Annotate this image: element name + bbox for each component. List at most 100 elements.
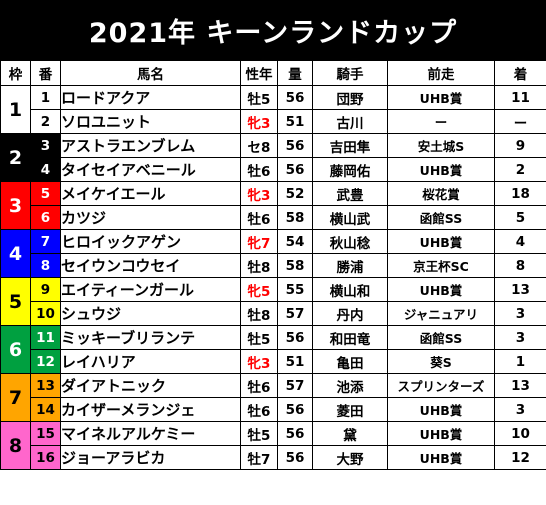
jockey-name: 吉田隼	[312, 133, 388, 158]
sex-age: 牡5	[240, 421, 278, 446]
table-row: 6 カツジ 牡6 58 横山武 函館SS 5	[1, 205, 546, 230]
horse-number: 8	[30, 253, 61, 278]
horse-name: レイハリア	[60, 349, 241, 374]
entry-table: 枠 番 馬名 性年 量 騎手 前走 着 1 1 ロードアクア 牡5 56 団野 UHB賞 11…	[0, 60, 546, 470]
jockey-name: 池添	[312, 373, 388, 398]
jockey-name: 亀田	[312, 349, 388, 374]
table-row: 10 シュウジ 牡8 57 丹内 ジャニュアリ 3	[1, 301, 546, 326]
previous-race: UHB賞	[387, 397, 495, 422]
table-row: 4 タイセイアベニール 牡6 56 藤岡佑 UHB賞 2	[1, 157, 546, 182]
waku-cell: 7	[0, 373, 31, 422]
jockey-name: 武豊	[312, 181, 388, 206]
sex-age: 牡5	[240, 85, 278, 110]
horse-name: ソロユニット	[60, 109, 241, 134]
sex-age: 牝3	[240, 181, 278, 206]
horse-name: ジョーアラビカ	[60, 445, 241, 470]
previous-result: 3	[494, 301, 546, 326]
carried-weight: 56	[277, 325, 313, 350]
waku-cell: 3	[0, 181, 31, 230]
table-row: 16 ジョーアラビカ 牡7 56 大野 UHB賞 12	[1, 445, 546, 470]
previous-result: 10	[494, 421, 546, 446]
sex-age: 牡8	[240, 301, 278, 326]
previous-race: 安土城S	[387, 133, 495, 158]
carried-weight: 51	[277, 109, 313, 134]
header-sex-age: 性年	[240, 60, 278, 86]
sex-age: 牡6	[240, 157, 278, 182]
horse-number: 11	[30, 325, 61, 350]
table-row: 4 7 ヒロイックアゲン 牝7 54 秋山稔 UHB賞 4	[0, 229, 546, 278]
header-name: 馬名	[60, 60, 241, 86]
horse-number: 7	[30, 229, 61, 254]
entry-body: 1 1 ロードアクア 牡5 56 団野 UHB賞 11 2 ソロユニット 牝3 51 古川ーー 2 3 アスト…	[0, 85, 546, 470]
previous-race: UHB賞	[387, 421, 495, 446]
table-row: 2 ソロユニット 牝3 51 古川ーー	[1, 109, 546, 134]
waku-cell: 4	[0, 229, 31, 278]
previous-race: 葵S	[387, 349, 495, 374]
horse-name: シュウジ	[60, 301, 241, 326]
horse-name: マイネルアルケミー	[60, 421, 241, 446]
header-jockey: 騎手	[312, 60, 388, 86]
header-weight: 量	[277, 60, 313, 86]
sex-age: 牡6	[240, 373, 278, 398]
previous-result: 12	[494, 445, 546, 470]
table-row: 12 レイハリア 牝3 51 亀田 葵S 1	[1, 349, 546, 374]
previous-result: ー	[494, 109, 546, 134]
previous-race: 京王杯SC	[387, 253, 495, 278]
sex-age: 牝3	[240, 109, 278, 134]
previous-result: 13	[494, 373, 546, 398]
previous-race: UHB賞	[387, 229, 495, 254]
horse-name: ミッキーブリランテ	[60, 325, 241, 350]
previous-result: 4	[494, 229, 546, 254]
horse-name: メイケイエール	[60, 181, 241, 206]
jockey-name: 黛	[312, 421, 388, 446]
sex-age: セ8	[240, 133, 278, 158]
carried-weight: 56	[277, 421, 313, 446]
carried-weight: 54	[277, 229, 313, 254]
table-row: 8 15 マイネルアルケミー 牡5 56 黛 UHB賞 10	[0, 421, 546, 470]
previous-result: 13	[494, 277, 546, 302]
previous-result: 2	[494, 157, 546, 182]
table-row: 6 11 ミッキーブリランテ 牡5 56 和田竜 函館SS 3	[0, 325, 546, 374]
carried-weight: 51	[277, 349, 313, 374]
horse-number: 3	[30, 133, 61, 158]
horse-number: 9	[30, 277, 61, 302]
sex-age: 牡7	[240, 445, 278, 470]
waku-cell: 6	[0, 325, 31, 374]
jockey-name: 丹内	[312, 301, 388, 326]
previous-race: 函館SS	[387, 205, 495, 230]
carried-weight: 58	[277, 253, 313, 278]
previous-result: 8	[494, 253, 546, 278]
horse-name: アストラエンブレム	[60, 133, 241, 158]
header-result: 着	[494, 60, 546, 86]
header-row: 枠 番 馬名 性年 量 騎手 前走 着	[0, 60, 546, 86]
jockey-name: 古川	[312, 109, 388, 134]
sex-age: 牡8	[240, 253, 278, 278]
sex-age: 牡6	[240, 397, 278, 422]
carried-weight: 57	[277, 373, 313, 398]
carried-weight: 56	[277, 397, 313, 422]
previous-race: UHB賞	[387, 85, 495, 110]
previous-race: UHB賞	[387, 277, 495, 302]
jockey-name: 団野	[312, 85, 388, 110]
horse-name: カイザーメランジェ	[60, 397, 241, 422]
carried-weight: 55	[277, 277, 313, 302]
previous-race: スプリンターズ	[387, 373, 495, 398]
horse-name: カツジ	[60, 205, 241, 230]
previous-result: 3	[494, 325, 546, 350]
previous-result: 11	[494, 85, 546, 110]
previous-result: 1	[494, 349, 546, 374]
sex-age: 牝7	[240, 229, 278, 254]
previous-race: ジャニュアリ	[387, 301, 495, 326]
sex-age: 牝3	[240, 349, 278, 374]
horse-name: エイティーンガール	[60, 277, 241, 302]
horse-number: 16	[30, 445, 61, 470]
jockey-name: 勝浦	[312, 253, 388, 278]
header-ban: 番	[30, 60, 61, 86]
previous-race: UHB賞	[387, 157, 495, 182]
jockey-name: 藤岡佑	[312, 157, 388, 182]
waku-cell: 1	[0, 85, 31, 134]
waku-cell: 5	[0, 277, 31, 326]
table-row: 14 カイザーメランジェ 牡6 56 菱田 UHB賞 3	[1, 397, 546, 422]
carried-weight: 56	[277, 85, 313, 110]
table-row: 7 13 ダイアトニック 牡6 57 池添 スプリンターズ 13	[0, 373, 546, 422]
